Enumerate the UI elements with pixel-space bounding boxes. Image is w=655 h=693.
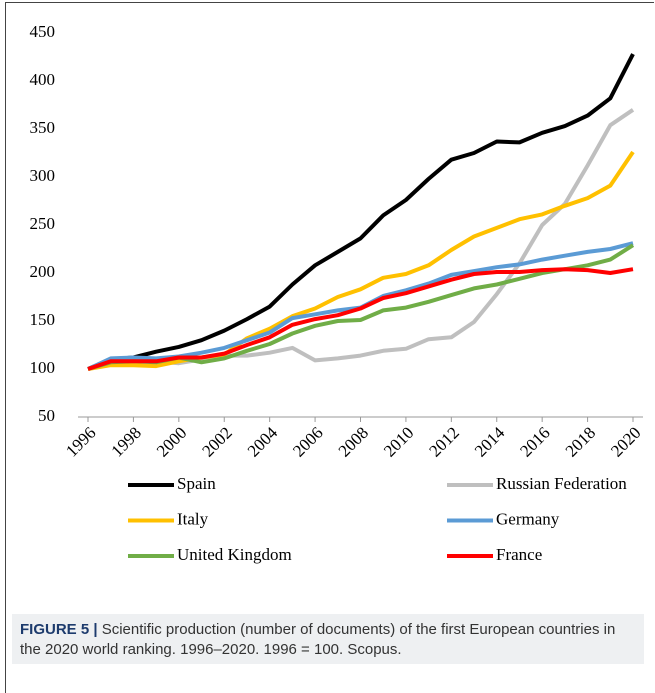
x-tick-label: 1998 <box>108 423 145 460</box>
y-tick-label: 50 <box>38 406 55 425</box>
series-line <box>87 53 635 371</box>
y-tick-label: 200 <box>30 262 56 281</box>
legend-label: Russian Federation <box>496 474 627 493</box>
legend-label: Spain <box>177 474 216 493</box>
y-tick-label: 100 <box>30 358 56 377</box>
y-tick-label: 300 <box>30 166 56 185</box>
legend-label: United Kingdom <box>177 545 292 564</box>
figure-frame <box>5 2 654 693</box>
series-line <box>87 150 635 371</box>
x-tick-label: 2002 <box>198 423 235 460</box>
y-tick-label: 400 <box>30 70 56 89</box>
x-tick-label: 2014 <box>471 423 509 461</box>
x-tick-label: 2020 <box>607 423 644 460</box>
y-tick-label: 250 <box>30 214 56 233</box>
x-tick-label: 2012 <box>425 423 462 460</box>
x-tick-label: 1996 <box>62 423 99 460</box>
caption: FIGURE 5 | Scientific production (number… <box>12 614 644 664</box>
series-line <box>87 267 634 371</box>
x-tick-label: 2016 <box>516 423 553 460</box>
y-tick-label: 450 <box>30 22 56 41</box>
legend-label: Italy <box>177 509 209 528</box>
x-tick-label: 2010 <box>380 423 417 460</box>
x-tick-label: 2018 <box>562 423 599 460</box>
x-tick-label: 2008 <box>335 423 372 460</box>
x-tick-label: 2006 <box>289 423 326 460</box>
caption-label: FIGURE 5 | <box>20 621 98 638</box>
caption-text: Scientific production (number of documen… <box>20 621 616 658</box>
x-tick-label: 2000 <box>153 423 190 460</box>
y-tick-label: 150 <box>30 310 56 329</box>
y-tick-label: 350 <box>30 118 56 137</box>
legend-label: Germany <box>496 509 560 528</box>
x-tick-label: 2004 <box>244 423 282 461</box>
legend-label: France <box>496 545 542 564</box>
